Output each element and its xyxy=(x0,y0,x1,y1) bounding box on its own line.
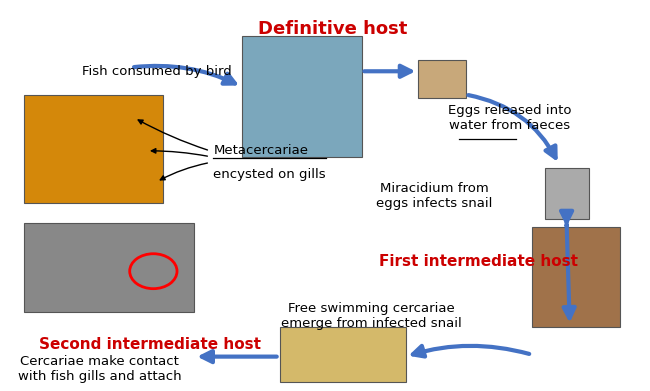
Text: First intermediate host: First intermediate host xyxy=(379,254,578,269)
Text: Eggs released into
water from faeces: Eggs released into water from faeces xyxy=(448,104,571,132)
FancyBboxPatch shape xyxy=(24,95,162,203)
FancyBboxPatch shape xyxy=(419,59,465,99)
Text: Metacercariae: Metacercariae xyxy=(213,144,308,157)
Text: Definitive host: Definitive host xyxy=(259,20,408,38)
FancyBboxPatch shape xyxy=(545,168,589,219)
Text: Cercariae make contact
with fish gills and attach: Cercariae make contact with fish gills a… xyxy=(18,355,181,384)
Text: Second intermediate host: Second intermediate host xyxy=(39,337,261,352)
Text: Fish consumed by bird: Fish consumed by bird xyxy=(82,65,231,78)
FancyBboxPatch shape xyxy=(280,328,406,382)
FancyBboxPatch shape xyxy=(532,226,620,328)
FancyBboxPatch shape xyxy=(24,223,194,312)
Text: encysted on gills: encysted on gills xyxy=(213,168,326,181)
Text: Miracidium from
eggs infects snail: Miracidium from eggs infects snail xyxy=(376,181,492,210)
FancyBboxPatch shape xyxy=(242,36,361,157)
Text: Free swimming cercariae
emerge from infected snail: Free swimming cercariae emerge from infe… xyxy=(281,302,462,330)
